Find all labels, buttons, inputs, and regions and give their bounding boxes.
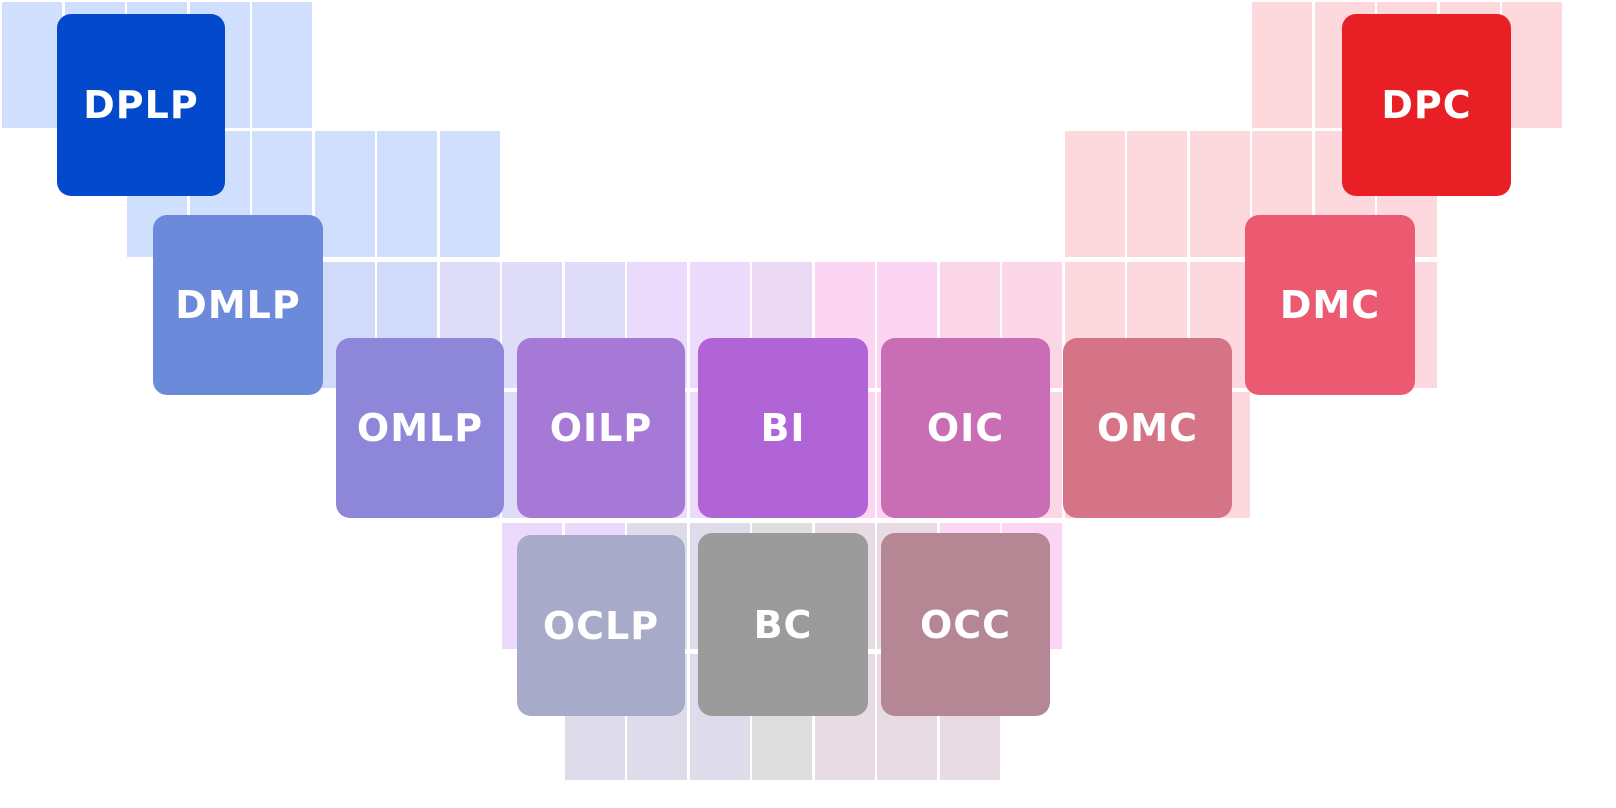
card-oilp: OILP <box>517 338 685 518</box>
card-occ: OCC <box>881 533 1050 716</box>
card-label: DMC <box>1279 283 1381 327</box>
card-label: DMLP <box>175 283 301 327</box>
card-oic: OIC <box>881 338 1050 518</box>
card-dmlp: DMLP <box>153 215 323 395</box>
card-omc: OMC <box>1063 338 1232 518</box>
card-label: OIC <box>926 406 1005 450</box>
card-label: OCLP <box>542 603 660 648</box>
card-dplp: DPLP <box>57 14 225 196</box>
background-tile <box>439 131 500 257</box>
card-label: OCC <box>919 602 1012 647</box>
card-bc: BC <box>698 533 868 716</box>
background-tile <box>377 131 437 257</box>
background-tile <box>1064 131 1125 257</box>
card-label: OMC <box>1096 406 1198 450</box>
card-label: BC <box>753 602 813 647</box>
background-tile <box>1502 2 1562 128</box>
background-tile <box>1127 131 1187 257</box>
card-omlp: OMLP <box>336 338 504 518</box>
card-dpc: DPC <box>1342 14 1511 196</box>
card-label: OMLP <box>356 406 484 450</box>
card-dmc: DMC <box>1245 215 1415 395</box>
card-label: DPLP <box>83 83 199 127</box>
background-tile <box>314 131 375 257</box>
background-tile <box>1252 2 1312 128</box>
card-label: DPC <box>1381 83 1472 127</box>
card-label: BI <box>760 406 806 450</box>
background-tile <box>252 2 312 128</box>
card-bi: BI <box>698 338 868 518</box>
card-label: OILP <box>549 406 653 450</box>
card-oclp: OCLP <box>517 535 685 716</box>
background-tile <box>2 2 62 128</box>
background-tile <box>1189 131 1250 257</box>
